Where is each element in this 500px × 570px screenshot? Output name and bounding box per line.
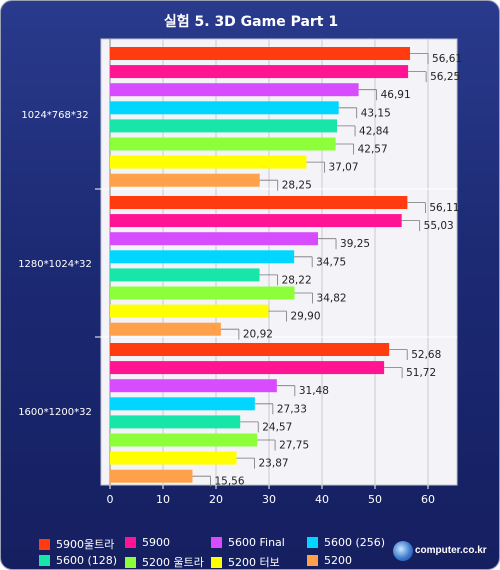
x-tick-label: 50 — [368, 493, 382, 506]
data-label: 37,07 — [328, 162, 358, 174]
data-label: 56,25 — [430, 71, 460, 83]
x-tick-label: 40 — [315, 493, 329, 506]
data-label: 55,03 — [424, 220, 454, 232]
data-label: 28,22 — [282, 274, 312, 286]
data-label: 39,25 — [340, 238, 370, 250]
data-label: 27,75 — [279, 440, 309, 452]
bar — [110, 119, 338, 133]
data-label: 56,61 — [432, 53, 462, 65]
bar — [110, 173, 260, 187]
data-label: 42,84 — [359, 125, 389, 137]
bar — [110, 101, 339, 115]
bar — [110, 155, 307, 169]
bar — [110, 433, 258, 447]
data-label: 43,15 — [361, 107, 391, 119]
bar — [110, 451, 237, 465]
category-label: 1024*768*32 — [21, 110, 88, 121]
bar — [110, 196, 408, 209]
bar — [110, 214, 402, 228]
bar — [110, 65, 409, 79]
bar — [110, 83, 359, 97]
data-label: 24,57 — [262, 421, 292, 433]
data-label: 15,56 — [214, 476, 244, 488]
data-label: 52,68 — [411, 349, 441, 361]
bar — [110, 268, 260, 282]
logo-text: computer.co.kr — [415, 545, 487, 556]
data-label: 34,82 — [317, 293, 347, 305]
data-label: 56,11 — [429, 202, 459, 214]
bar — [110, 322, 221, 336]
bar — [110, 397, 255, 411]
data-label: 29,90 — [290, 311, 320, 323]
data-label: 20,92 — [243, 329, 273, 341]
bar — [110, 250, 295, 264]
bar — [110, 304, 269, 318]
data-label: 27,33 — [277, 403, 307, 415]
x-tick-label: 30 — [262, 493, 276, 506]
data-label: 42,57 — [358, 144, 388, 156]
x-tick-label: 60 — [421, 493, 435, 506]
category-label: 1600*1200*32 — [18, 407, 92, 418]
data-label: 28,25 — [282, 180, 312, 192]
x-tick-label: 20 — [209, 493, 223, 506]
bar — [110, 232, 319, 246]
bar — [110, 343, 390, 356]
globe-icon — [393, 541, 413, 561]
bar — [110, 415, 241, 429]
chart-title: 실험 5. 3D Game Part 1 — [163, 14, 339, 30]
bar — [110, 361, 385, 375]
data-label: 34,75 — [316, 256, 346, 268]
bar — [110, 469, 193, 483]
bar — [110, 137, 336, 151]
x-tick-label: 10 — [156, 493, 170, 506]
bar — [110, 286, 295, 300]
data-label: 51,72 — [406, 367, 436, 379]
bar — [110, 379, 277, 393]
data-label: 46,91 — [381, 89, 411, 101]
site-logo: computer.co.kr — [393, 539, 493, 565]
x-tick-label: 0 — [107, 493, 114, 506]
bar — [110, 47, 411, 60]
category-label: 1280*1024*32 — [18, 259, 92, 270]
data-label: 23,87 — [259, 458, 289, 470]
data-label: 31,48 — [299, 385, 329, 397]
